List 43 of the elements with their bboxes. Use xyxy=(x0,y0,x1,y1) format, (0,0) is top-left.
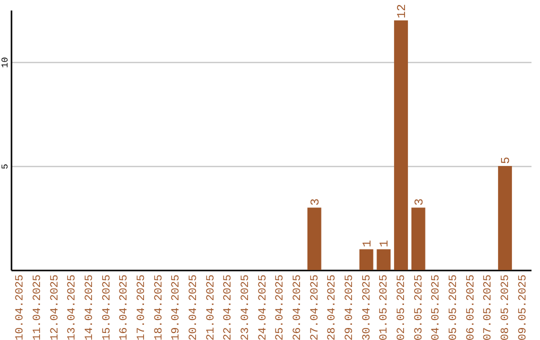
x-tick-label: 23.04.2025 xyxy=(240,274,252,340)
x-tick-label: 17.04.2025 xyxy=(136,274,148,340)
data-label: 5 xyxy=(499,156,513,164)
bar xyxy=(376,249,391,270)
bar xyxy=(498,166,512,270)
x-tick-label: 22.04.2025 xyxy=(222,274,235,340)
x-tick-label: 14.04.2025 xyxy=(84,274,96,340)
bar xyxy=(359,249,374,270)
x-tick-label: 10.04.2025 xyxy=(14,274,27,340)
x-tick-label: 09.05.2025 xyxy=(517,274,530,340)
x-tick-label: 28.04.2025 xyxy=(326,274,339,340)
x-tick-label: 20.04.2025 xyxy=(188,274,200,340)
y-tick-label: 10 xyxy=(0,57,10,68)
x-tick-label: 15.04.2025 xyxy=(101,274,114,340)
x-tick-label: 03.05.2025 xyxy=(413,274,426,340)
data-label: 1 xyxy=(378,240,392,248)
x-tick-label: 16.04.2025 xyxy=(118,274,131,340)
data-label: 3 xyxy=(308,198,322,206)
x-tick-label: 11.04.2025 xyxy=(32,274,44,340)
x-tick-label: 04.05.2025 xyxy=(430,274,443,340)
data-label: 3 xyxy=(412,198,426,206)
x-tick-label: 12.04.2025 xyxy=(49,274,62,340)
x-tick-label: 27.04.2025 xyxy=(309,274,322,340)
x-tick-label: 08.05.2025 xyxy=(500,274,512,340)
x-tick-label: 06.05.2025 xyxy=(465,274,478,340)
x-tick-label: 24.04.2025 xyxy=(257,274,270,340)
bar xyxy=(411,208,426,270)
bar xyxy=(307,208,322,270)
x-tick-label: 18.04.2025 xyxy=(153,274,166,340)
x-tick-label: 29.04.2025 xyxy=(344,274,356,340)
x-tick-label: 13.04.2025 xyxy=(66,274,79,340)
data-label: 1 xyxy=(360,240,374,248)
x-tick-label: 25.04.2025 xyxy=(274,274,287,340)
x-tick-label: 07.05.2025 xyxy=(482,274,495,340)
data-label: 12 xyxy=(395,4,409,18)
x-tick-label: 26.04.2025 xyxy=(292,274,304,340)
bar xyxy=(394,20,408,270)
x-tick-label: 02.05.2025 xyxy=(396,274,408,340)
x-tick-label: 19.04.2025 xyxy=(170,274,183,340)
x-tick-label: 01.05.2025 xyxy=(378,274,391,340)
x-tick-label: 21.04.2025 xyxy=(205,274,218,340)
x-tick-label: 30.04.2025 xyxy=(361,274,374,340)
x-tick-label: 05.05.2025 xyxy=(448,274,460,340)
